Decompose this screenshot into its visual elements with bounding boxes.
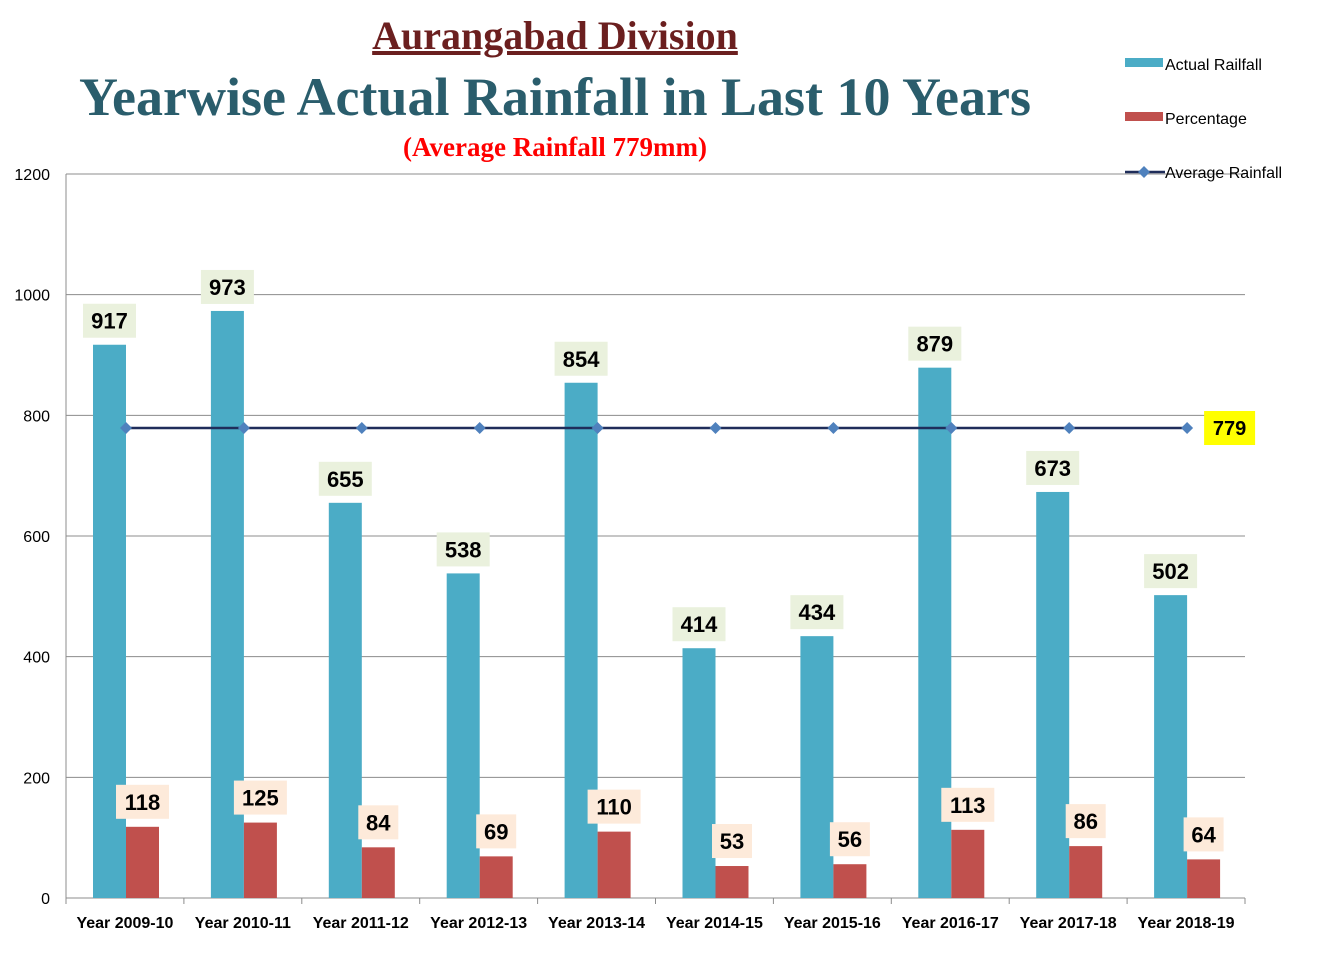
x-tick-label: Year 2016-17 <box>902 915 999 932</box>
x-tick-label: Year 2017-18 <box>1020 915 1117 932</box>
rainfall-data-label: 434 <box>799 600 836 625</box>
percentage-bar <box>1187 859 1221 898</box>
rainfall-data-label: 502 <box>1152 559 1189 584</box>
chart-title: Aurangabad Division <box>372 13 738 58</box>
legend-label-average: Average Rainfall <box>1165 165 1282 182</box>
percentage-data-label-bg <box>358 805 399 840</box>
x-tick-label: Year 2012-13 <box>430 915 527 932</box>
chart-subtitle: Yearwise Actual Rainfall in Last 10 Year… <box>79 67 1031 127</box>
y-tick-label: 1200 <box>14 167 50 184</box>
percentage-data-label-bg <box>829 822 870 857</box>
rainfall-data-label-bg <box>672 607 726 642</box>
x-tick-label: Year 2014-15 <box>666 915 763 932</box>
average-marker <box>120 422 132 435</box>
percentage-data-label: 113 <box>950 793 986 818</box>
rainfall-data-label: 538 <box>445 537 482 562</box>
chart-note: (Average Rainfall 779mm) <box>403 132 707 162</box>
average-marker <box>945 422 958 435</box>
x-tick-label: Year 2013-14 <box>548 915 645 932</box>
average-marker <box>827 422 840 435</box>
legend-swatch-rainfall <box>1125 58 1163 67</box>
percentage-bar <box>1069 846 1103 898</box>
percentage-data-label-bg <box>587 789 641 824</box>
y-tick-label: 200 <box>23 770 50 787</box>
percentage-data-label: 86 <box>1073 809 1097 834</box>
percentage-data-label: 64 <box>1191 822 1216 847</box>
average-marker <box>1063 422 1076 435</box>
percentage-data-label: 69 <box>484 819 508 844</box>
percentage-bar <box>361 847 395 898</box>
rainfall-bar <box>446 573 480 898</box>
rainfall-data-label: 414 <box>681 612 718 637</box>
average-label-bg <box>1204 411 1256 446</box>
rainfall-data-label-bg <box>554 341 608 376</box>
y-tick-label: 800 <box>23 408 50 425</box>
x-tick-label: Year 2010-11 <box>195 915 291 932</box>
y-tick-label: 600 <box>23 529 50 546</box>
x-tick-label: Year 2015-16 <box>784 915 881 932</box>
percentage-data-label-bg <box>941 787 995 822</box>
percentage-data-label-bg <box>476 814 517 849</box>
percentage-data-label-bg <box>1065 804 1106 839</box>
rainfall-data-label: 879 <box>916 332 953 357</box>
rainfall-bar <box>682 648 716 898</box>
rainfall-bar <box>1154 595 1188 898</box>
average-marker <box>237 422 250 435</box>
x-tick-label: Year 2018-19 <box>1138 915 1235 932</box>
average-marker <box>473 422 486 435</box>
percentage-data-label-bg <box>116 784 169 819</box>
y-tick-label: 1000 <box>14 288 50 305</box>
percentage-data-label-bg <box>1183 817 1224 852</box>
rainfall-data-label-bg <box>1026 450 1080 485</box>
percentage-data-label: 118 <box>125 790 161 815</box>
x-tick-label: Year 2009-10 <box>76 915 173 932</box>
percentage-data-label-bg <box>712 824 752 859</box>
average-marker <box>1181 422 1194 435</box>
average-marker <box>591 422 604 435</box>
rainfall-bar <box>1036 491 1070 898</box>
percentage-bar <box>951 829 985 898</box>
percentage-bar <box>479 856 513 898</box>
average-marker <box>709 422 722 435</box>
rainfall-bar <box>800 636 834 898</box>
percentage-data-label: 110 <box>596 795 632 820</box>
rainfall-data-label-bg <box>200 269 254 304</box>
percentage-data-label: 56 <box>838 827 862 852</box>
legend-label-percentage: Percentage <box>1165 111 1247 128</box>
rainfall-data-label: 973 <box>209 275 246 300</box>
percentage-data-label: 84 <box>366 810 391 835</box>
rainfall-data-label-bg <box>790 595 844 630</box>
x-tick-label: Year 2011-12 <box>313 915 409 932</box>
legend-label-rainfall: Actual Railfall <box>1165 57 1262 74</box>
rainfall-data-label: 673 <box>1034 456 1071 481</box>
rainfall-data-label: 854 <box>563 347 600 372</box>
rainfall-data-label: 917 <box>91 309 128 334</box>
rainfall-data-label-bg <box>1144 554 1198 589</box>
percentage-bar <box>126 826 159 898</box>
percentage-data-label: 125 <box>242 786 279 811</box>
rainfall-data-label-bg <box>436 532 490 567</box>
percentage-bar <box>833 864 867 898</box>
percentage-data-label: 53 <box>720 829 744 854</box>
rainfall-data-label: 655 <box>327 467 364 492</box>
rainfall-data-label-bg <box>83 303 136 338</box>
legend-marker-average <box>1138 166 1150 178</box>
average-marker <box>355 422 368 435</box>
percentage-data-label-bg <box>233 780 287 815</box>
rainfall-data-label-bg <box>318 461 372 496</box>
average-label: 779 <box>1213 418 1246 440</box>
y-tick-label: 400 <box>23 650 50 667</box>
percentage-bar <box>715 866 749 898</box>
rainfall-bar <box>328 502 362 898</box>
rainfall-data-label-bg <box>908 326 962 361</box>
legend-swatch-percentage <box>1125 112 1163 121</box>
y-tick-label: 0 <box>41 891 50 908</box>
percentage-bar <box>597 831 631 898</box>
percentage-bar <box>243 822 277 898</box>
